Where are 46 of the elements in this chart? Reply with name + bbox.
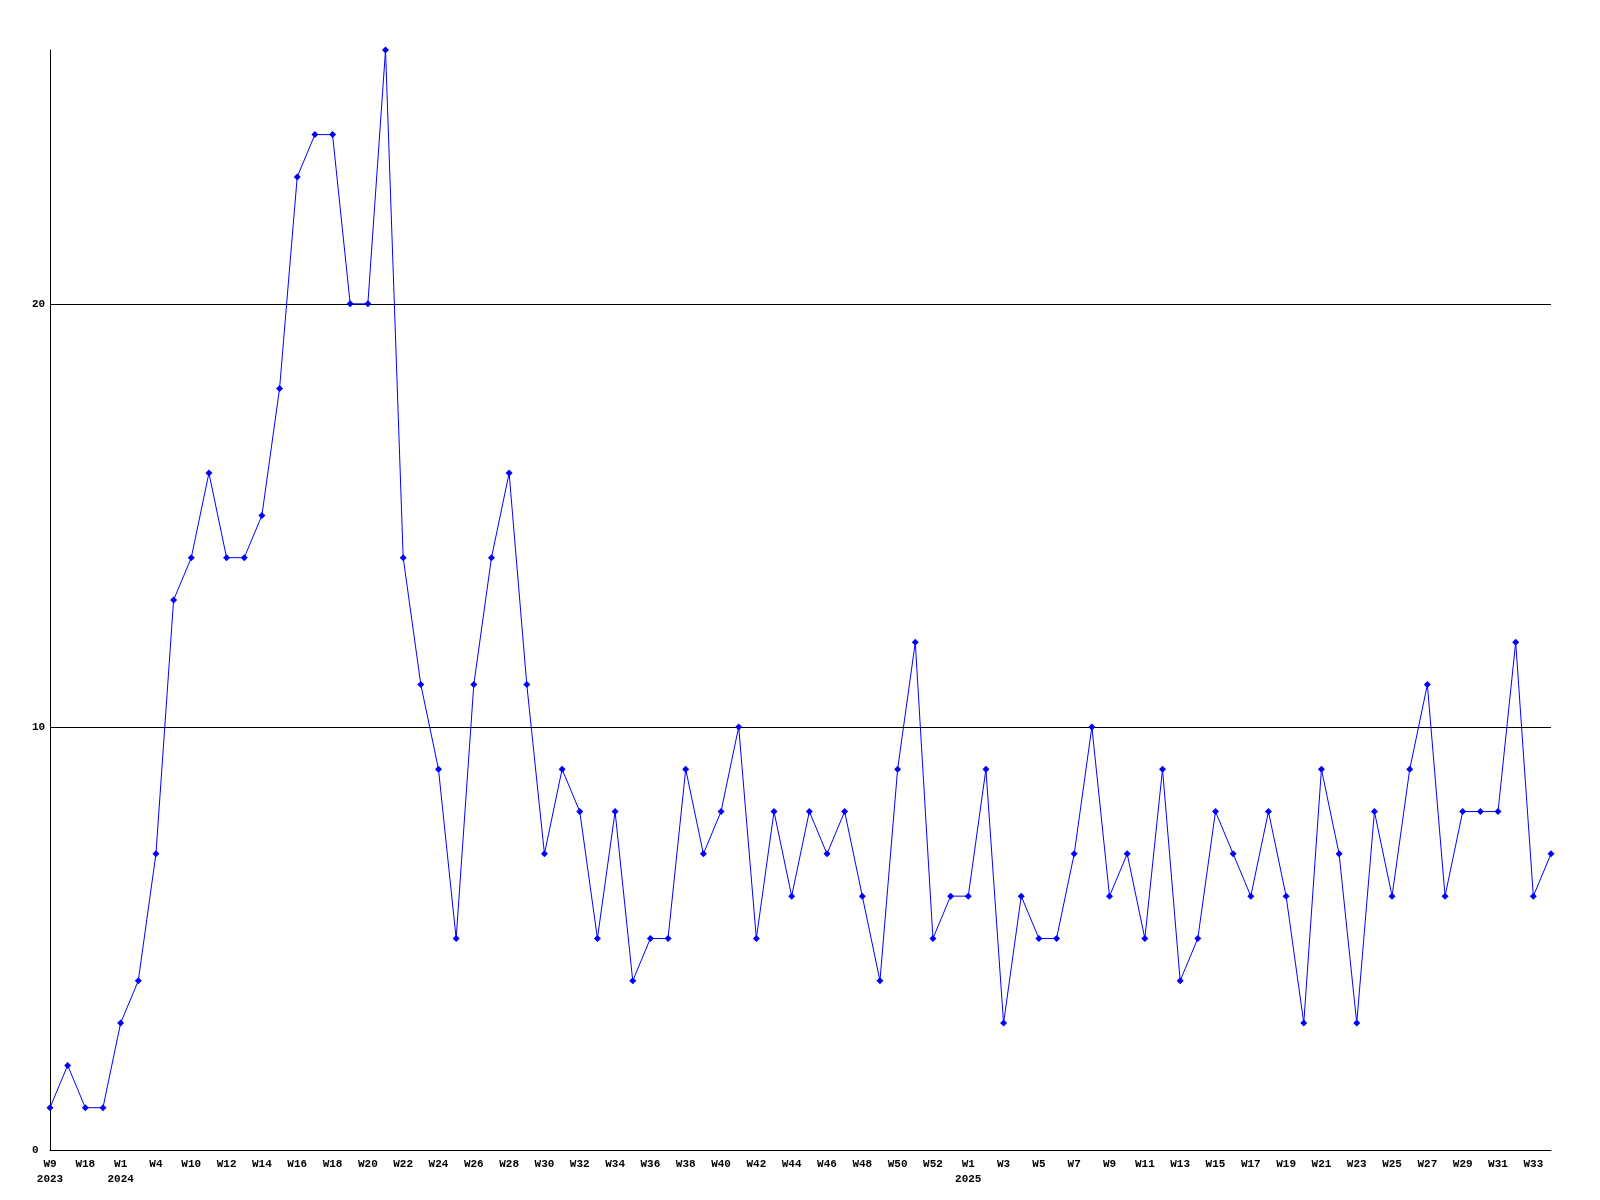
x-tick-label: W16 (287, 1157, 308, 1170)
x-tick-label: W9 (1102, 1157, 1117, 1170)
x-tick-label: W22 (393, 1157, 414, 1170)
x-tick-label: W15 (1205, 1157, 1226, 1170)
x-tick-label: W36 (640, 1157, 661, 1170)
x-tick-label: W33 (1523, 1157, 1544, 1170)
x-tick-label: W9 2023 (36, 1157, 64, 1185)
x-tick-label: W20 (357, 1157, 378, 1170)
x-tick-label: W50 (887, 1157, 908, 1170)
x-tick-label: W12 (216, 1157, 237, 1170)
x-tick-label: W28 (499, 1157, 520, 1170)
y-tick-label: 20 (32, 297, 46, 310)
x-tick-label: W48 (852, 1157, 873, 1170)
x-tick-label: W3 (996, 1157, 1011, 1170)
x-tick-label: W42 (746, 1157, 767, 1170)
x-tick-label: W18 (75, 1157, 96, 1170)
y-tick-label: 0 (32, 1144, 39, 1156)
x-tick-label: W19 (1276, 1157, 1297, 1170)
x-tick-label: W17 (1240, 1157, 1261, 1170)
x-tick-label: W24 (428, 1157, 449, 1170)
x-tick-label: W34 (605, 1157, 626, 1170)
x-tick-label: W29 (1452, 1157, 1473, 1170)
x-tick-label: W31 (1488, 1157, 1509, 1170)
x-tick-label: W44 (781, 1157, 802, 1170)
x-tick-label: W14 (252, 1157, 273, 1170)
x-tick-label: W38 (675, 1157, 697, 1170)
x-tick-label: W1 2025 (955, 1157, 982, 1185)
x-tick-label: W4 (149, 1157, 163, 1170)
x-tick-label: W13 (1170, 1157, 1191, 1170)
x-tick-label: W5 (1032, 1157, 1046, 1170)
x-tick-label: W25 (1382, 1157, 1403, 1170)
x-tick-label: W7 (1067, 1157, 1081, 1170)
x-tick-label: W26 (463, 1157, 484, 1170)
x-tick-label: W30 (534, 1157, 555, 1170)
x-tick-label: W10 (181, 1157, 202, 1170)
x-tick-label: W1 2024 (107, 1157, 135, 1185)
x-tick-label: W46 (817, 1157, 837, 1170)
x-tick-label: W11 (1134, 1157, 1156, 1170)
x-tick-label: W32 (569, 1157, 590, 1170)
x-tick-label: W23 (1346, 1157, 1368, 1170)
x-tick-label: W40 (711, 1157, 731, 1170)
y-tick-label: 10 (32, 720, 46, 733)
x-tick-label: W27 (1417, 1157, 1438, 1170)
x-tick-label: W21 (1311, 1157, 1332, 1170)
x-tick-label: W18 (322, 1157, 343, 1170)
x-tick-label: W52 (923, 1157, 943, 1170)
